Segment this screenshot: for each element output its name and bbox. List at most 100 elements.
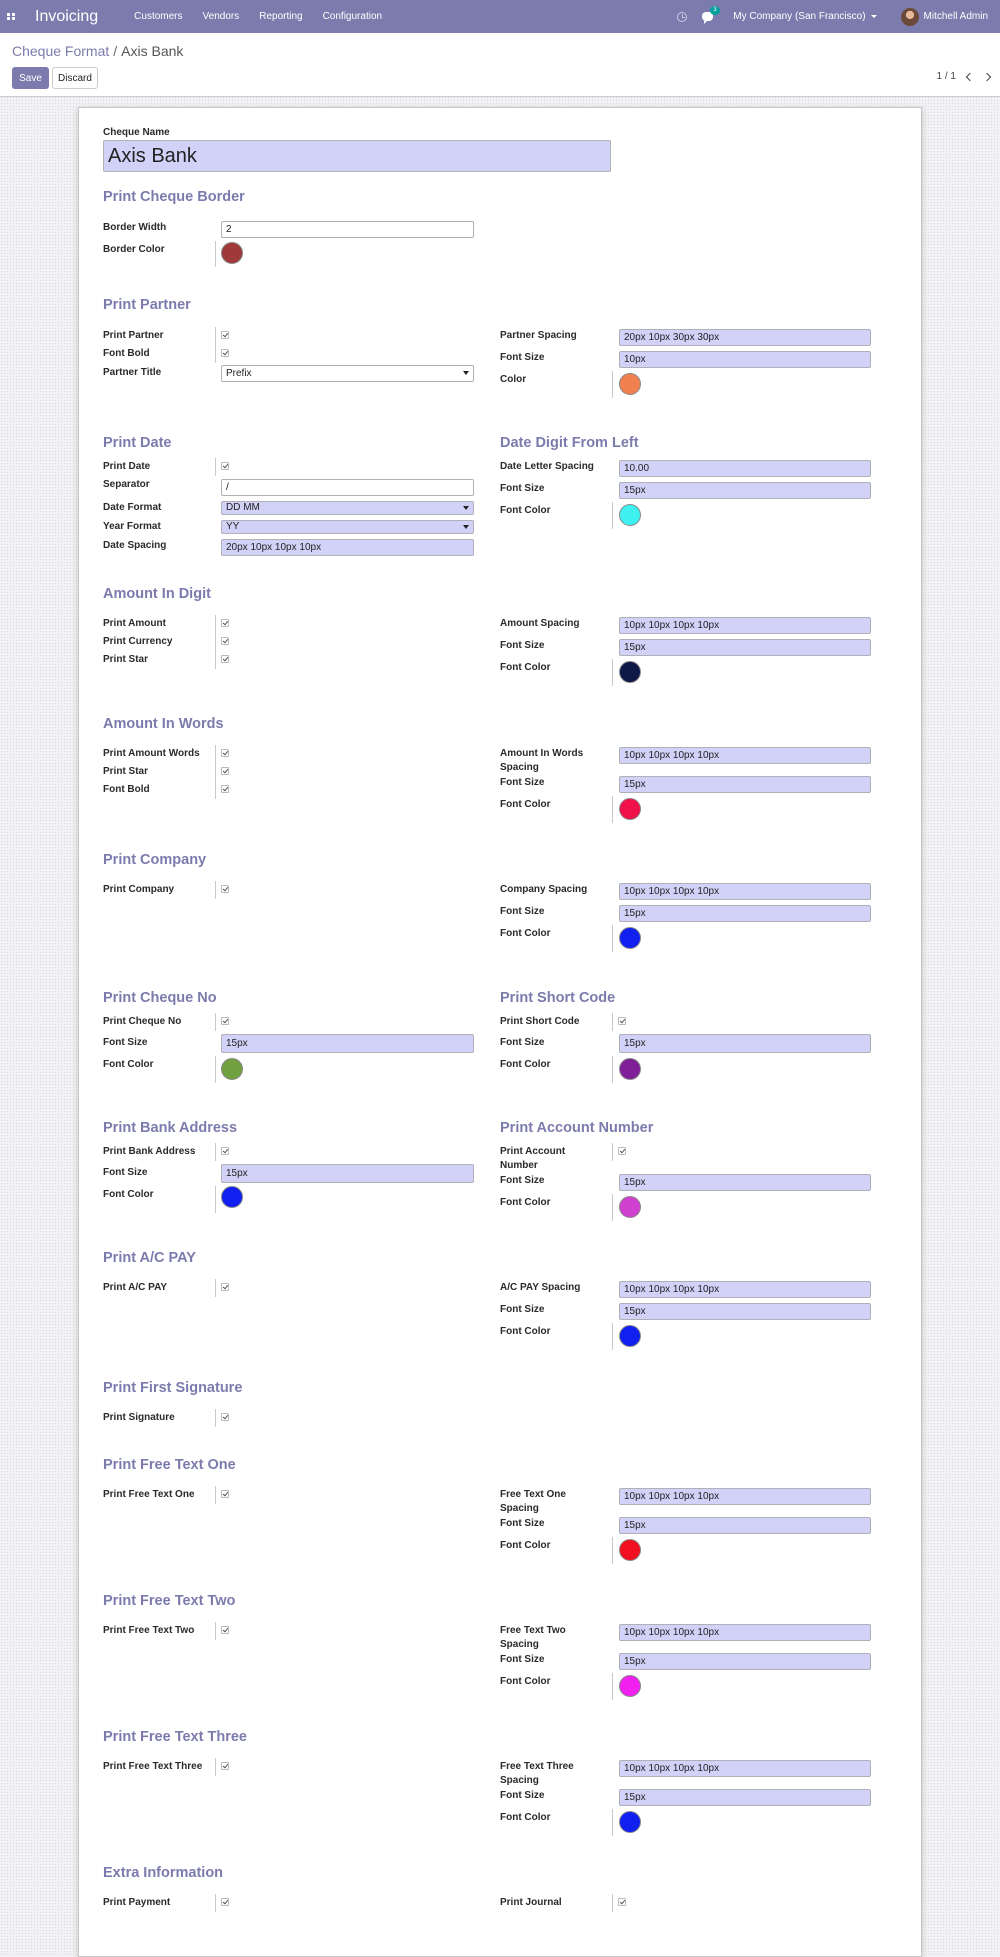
free1-font-color-label: Font Color [500, 1540, 551, 1551]
print-company-checkbox[interactable] [221, 885, 229, 893]
cheque-no-font-size-input[interactable]: 15px [221, 1034, 474, 1053]
border-color-swatch[interactable] [221, 242, 243, 264]
date-letter-spacing-input[interactable]: 10.00 [619, 460, 871, 477]
print-bank-address-checkbox[interactable] [221, 1147, 229, 1155]
ac-pay-font-color-swatch[interactable] [619, 1325, 641, 1347]
print-ac-pay-checkbox[interactable] [221, 1283, 229, 1291]
free2-spacing-input[interactable]: 10px 10px 10px 10px [619, 1624, 871, 1641]
company-spacing-input[interactable]: 10px 10px 10px 10px [619, 883, 871, 900]
cheque-no-font-color-swatch[interactable] [221, 1058, 243, 1080]
section-print-date: Print Date [103, 435, 172, 451]
ac-pay-font-size-label: Font Size [500, 1304, 545, 1315]
cheque-name-input[interactable]: Axis Bank [103, 140, 611, 172]
print-date-checkbox[interactable] [221, 462, 229, 470]
free1-spacing-input[interactable]: 10px 10px 10px 10px [619, 1488, 871, 1505]
border-width-input[interactable]: 2 [221, 221, 474, 238]
menu-configuration[interactable]: Configuration [322, 11, 383, 22]
short-code-font-size-input[interactable]: 15px [619, 1034, 871, 1053]
free1-font-color-swatch[interactable] [619, 1539, 641, 1561]
date-font-size-label: Font Size [500, 483, 545, 494]
print-signature-checkbox[interactable] [221, 1413, 229, 1421]
year-format-select[interactable]: YY [221, 520, 474, 534]
amount-spacing-input[interactable]: 10px 10px 10px 10px [619, 617, 871, 634]
user-menu[interactable]: Mitchell Admin [900, 7, 988, 26]
words-spacing-label: Amount In Words Spacing [500, 747, 583, 775]
words-spacing-input[interactable]: 10px 10px 10px 10px [619, 747, 871, 764]
breadcrumb-parent[interactable]: Cheque Format [12, 43, 110, 59]
date-format-select[interactable]: DD MM [221, 501, 474, 515]
amount-font-size-label: Font Size [500, 640, 545, 651]
company-font-color-swatch[interactable] [619, 927, 641, 949]
print-account-number-checkbox[interactable] [618, 1147, 626, 1155]
free1-font-size-input[interactable]: 15px [619, 1517, 871, 1534]
app-name[interactable]: Invoicing [35, 7, 99, 25]
date-font-color-swatch[interactable] [619, 504, 641, 526]
free2-font-color-swatch[interactable] [619, 1675, 641, 1697]
ac-pay-spacing-input[interactable]: 10px 10px 10px 10px [619, 1281, 871, 1298]
print-amount-words-checkbox[interactable] [221, 749, 229, 757]
words-font-bold-checkbox[interactable] [221, 785, 229, 793]
company-switcher[interactable]: My Company (San Francisco) [733, 11, 877, 22]
partner-title-select[interactable]: Prefix [221, 365, 474, 382]
print-cheque-no-checkbox[interactable] [221, 1017, 229, 1025]
date-font-size-input[interactable]: 15px [619, 482, 871, 499]
separator-label: Separator [103, 479, 150, 490]
section-print-cheque-no: Print Cheque No [103, 990, 217, 1006]
print-free-text-one-checkbox[interactable] [221, 1490, 229, 1498]
pager-value[interactable]: 1 / 1 [936, 71, 956, 82]
ac-pay-font-color-label: Font Color [500, 1326, 551, 1337]
bank-font-color-swatch[interactable] [221, 1186, 243, 1208]
amount-font-color-swatch[interactable] [619, 661, 641, 683]
separator-input[interactable]: / [221, 479, 474, 496]
free2-font-size-input[interactable]: 15px [619, 1653, 871, 1670]
partner-color-swatch[interactable] [619, 373, 641, 395]
avatar [900, 7, 919, 26]
short-code-font-color-swatch[interactable] [619, 1058, 641, 1080]
apps-menu-button[interactable] [0, 0, 22, 33]
menu-customers[interactable]: Customers [134, 11, 183, 22]
ac-pay-font-size-input[interactable]: 15px [619, 1303, 871, 1320]
menu-vendors[interactable]: Vendors [202, 11, 240, 22]
amount-font-size-input[interactable]: 15px [619, 639, 871, 656]
free3-spacing-label-line1: Free Text Three [500, 1761, 574, 1772]
save-button[interactable]: Save [12, 67, 49, 89]
print-partner-checkbox[interactable] [221, 331, 229, 339]
print-currency-checkbox[interactable] [221, 637, 229, 645]
date-spacing-input[interactable]: 20px 10px 10px 10px [221, 539, 474, 556]
company-font-size-input[interactable]: 15px [619, 905, 871, 922]
print-star-checkbox[interactable] [221, 655, 229, 663]
messaging-button[interactable]: 3 [702, 6, 720, 24]
print-payment-checkbox[interactable] [221, 1898, 229, 1906]
print-journal-checkbox[interactable] [618, 1898, 626, 1906]
chevron-right-icon[interactable] [982, 72, 992, 81]
free3-font-size-input[interactable]: 15px [619, 1789, 871, 1806]
free1-spacing-label-line1: Free Text One [500, 1489, 566, 1500]
free2-font-size-label: Font Size [500, 1654, 545, 1665]
free3-spacing-label-line2: Spacing [500, 1775, 539, 1786]
partner-font-size-input[interactable]: 10px [619, 351, 871, 368]
menu-reporting[interactable]: Reporting [259, 11, 303, 22]
words-font-size-input[interactable]: 15px [619, 776, 871, 793]
chevron-left-icon[interactable] [965, 72, 975, 81]
partner-spacing-input[interactable]: 20px 10px 30px 30px [619, 329, 871, 346]
free3-spacing-input[interactable]: 10px 10px 10px 10px [619, 1760, 871, 1777]
bank-font-size-input[interactable]: 15px [221, 1164, 474, 1183]
border-width-label: Border Width [103, 222, 167, 233]
account-font-size-input[interactable]: 15px [619, 1174, 871, 1191]
partner-font-bold-checkbox[interactable] [221, 349, 229, 357]
print-free-text-three-checkbox[interactable] [221, 1762, 229, 1770]
breadcrumb-separator: / [113, 43, 118, 59]
print-cheque-no-label: Print Cheque No [103, 1016, 182, 1027]
print-free-text-two-checkbox[interactable] [221, 1626, 229, 1634]
words-font-color-swatch[interactable] [619, 798, 641, 820]
ac-pay-spacing-label: A/C PAY Spacing [500, 1282, 581, 1293]
section-print-free-text-three: Print Free Text Three [103, 1729, 247, 1745]
free3-font-color-swatch[interactable] [619, 1811, 641, 1833]
print-short-code-checkbox[interactable] [618, 1017, 626, 1025]
free1-spacing-label-line2: Spacing [500, 1503, 539, 1514]
discard-button[interactable]: Discard [52, 67, 98, 89]
activity-clock-icon[interactable] [677, 11, 688, 22]
words-print-star-checkbox[interactable] [221, 767, 229, 775]
account-font-color-swatch[interactable] [619, 1196, 641, 1218]
print-amount-checkbox[interactable] [221, 619, 229, 627]
